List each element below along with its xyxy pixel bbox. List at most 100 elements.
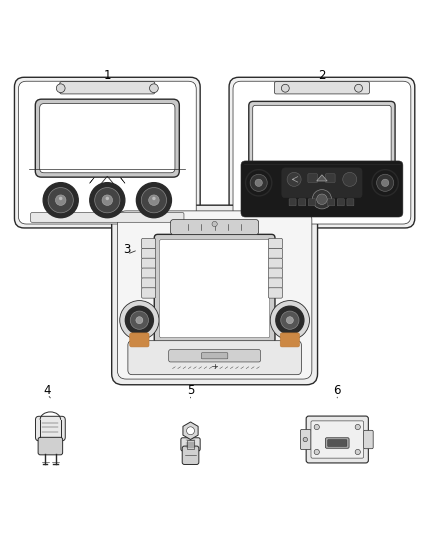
FancyBboxPatch shape <box>311 421 364 458</box>
FancyBboxPatch shape <box>141 258 155 269</box>
FancyBboxPatch shape <box>249 101 395 169</box>
FancyBboxPatch shape <box>38 437 63 455</box>
Circle shape <box>343 172 357 187</box>
Circle shape <box>355 84 363 92</box>
FancyBboxPatch shape <box>14 77 200 228</box>
FancyBboxPatch shape <box>181 438 200 451</box>
Circle shape <box>106 197 109 200</box>
Circle shape <box>314 424 319 430</box>
FancyBboxPatch shape <box>280 333 300 347</box>
Circle shape <box>286 317 293 324</box>
FancyBboxPatch shape <box>268 238 283 249</box>
FancyBboxPatch shape <box>117 211 312 379</box>
FancyBboxPatch shape <box>18 81 196 224</box>
Circle shape <box>43 183 78 217</box>
FancyBboxPatch shape <box>35 99 179 177</box>
FancyBboxPatch shape <box>337 199 344 206</box>
FancyBboxPatch shape <box>306 416 368 463</box>
Ellipse shape <box>270 301 310 340</box>
FancyBboxPatch shape <box>169 350 261 362</box>
FancyBboxPatch shape <box>241 161 403 217</box>
Circle shape <box>141 188 166 213</box>
Circle shape <box>136 317 143 324</box>
Polygon shape <box>183 422 198 440</box>
Circle shape <box>281 311 299 329</box>
FancyBboxPatch shape <box>308 199 315 206</box>
Circle shape <box>287 172 301 187</box>
Circle shape <box>102 195 113 205</box>
FancyBboxPatch shape <box>40 103 175 173</box>
Polygon shape <box>317 175 327 181</box>
Circle shape <box>57 84 65 93</box>
FancyBboxPatch shape <box>289 199 296 206</box>
Text: 6: 6 <box>333 384 341 397</box>
FancyBboxPatch shape <box>112 205 318 385</box>
FancyBboxPatch shape <box>141 268 155 278</box>
Text: 5: 5 <box>187 384 194 397</box>
Circle shape <box>246 169 272 196</box>
Circle shape <box>303 437 307 442</box>
Circle shape <box>317 194 327 205</box>
FancyBboxPatch shape <box>60 82 155 94</box>
Circle shape <box>125 306 153 334</box>
FancyBboxPatch shape <box>328 199 335 206</box>
FancyBboxPatch shape <box>130 333 149 347</box>
Circle shape <box>95 188 120 213</box>
FancyBboxPatch shape <box>268 278 283 288</box>
FancyBboxPatch shape <box>201 353 228 359</box>
FancyBboxPatch shape <box>328 440 347 447</box>
Circle shape <box>355 449 360 455</box>
FancyBboxPatch shape <box>182 446 199 464</box>
Bar <box>187 440 194 449</box>
Circle shape <box>90 183 125 217</box>
FancyBboxPatch shape <box>274 82 369 94</box>
Circle shape <box>187 427 194 435</box>
Circle shape <box>59 197 63 200</box>
Text: 4: 4 <box>43 384 51 397</box>
Circle shape <box>56 195 66 205</box>
Circle shape <box>130 311 148 329</box>
FancyBboxPatch shape <box>308 174 318 182</box>
FancyBboxPatch shape <box>141 238 155 249</box>
FancyBboxPatch shape <box>141 278 155 288</box>
Text: 1: 1 <box>103 69 111 83</box>
Circle shape <box>212 221 217 227</box>
FancyBboxPatch shape <box>229 77 415 228</box>
Circle shape <box>276 306 304 334</box>
FancyBboxPatch shape <box>128 341 301 375</box>
FancyBboxPatch shape <box>268 258 283 269</box>
FancyBboxPatch shape <box>282 168 362 198</box>
FancyBboxPatch shape <box>299 199 306 206</box>
FancyBboxPatch shape <box>253 106 391 166</box>
Circle shape <box>377 174 394 191</box>
Circle shape <box>136 183 171 217</box>
Circle shape <box>250 174 267 191</box>
FancyBboxPatch shape <box>300 430 311 449</box>
Circle shape <box>149 84 158 93</box>
FancyBboxPatch shape <box>347 199 354 206</box>
FancyBboxPatch shape <box>159 240 270 338</box>
FancyBboxPatch shape <box>170 220 258 235</box>
FancyBboxPatch shape <box>268 268 283 278</box>
FancyBboxPatch shape <box>35 416 65 441</box>
Circle shape <box>355 424 360 430</box>
Circle shape <box>255 179 262 187</box>
Circle shape <box>152 197 155 200</box>
Circle shape <box>312 190 332 209</box>
FancyBboxPatch shape <box>141 248 155 259</box>
Circle shape <box>281 84 289 92</box>
FancyBboxPatch shape <box>268 248 283 259</box>
Circle shape <box>314 449 319 455</box>
Circle shape <box>381 179 389 187</box>
Circle shape <box>148 195 159 205</box>
FancyBboxPatch shape <box>233 81 411 224</box>
Text: 2: 2 <box>318 69 326 83</box>
FancyBboxPatch shape <box>325 438 349 448</box>
FancyBboxPatch shape <box>325 174 335 182</box>
FancyBboxPatch shape <box>364 430 373 449</box>
Text: 3: 3 <box>124 244 131 256</box>
Circle shape <box>372 169 398 196</box>
FancyBboxPatch shape <box>31 213 184 222</box>
FancyBboxPatch shape <box>154 235 275 343</box>
FancyBboxPatch shape <box>268 288 283 298</box>
